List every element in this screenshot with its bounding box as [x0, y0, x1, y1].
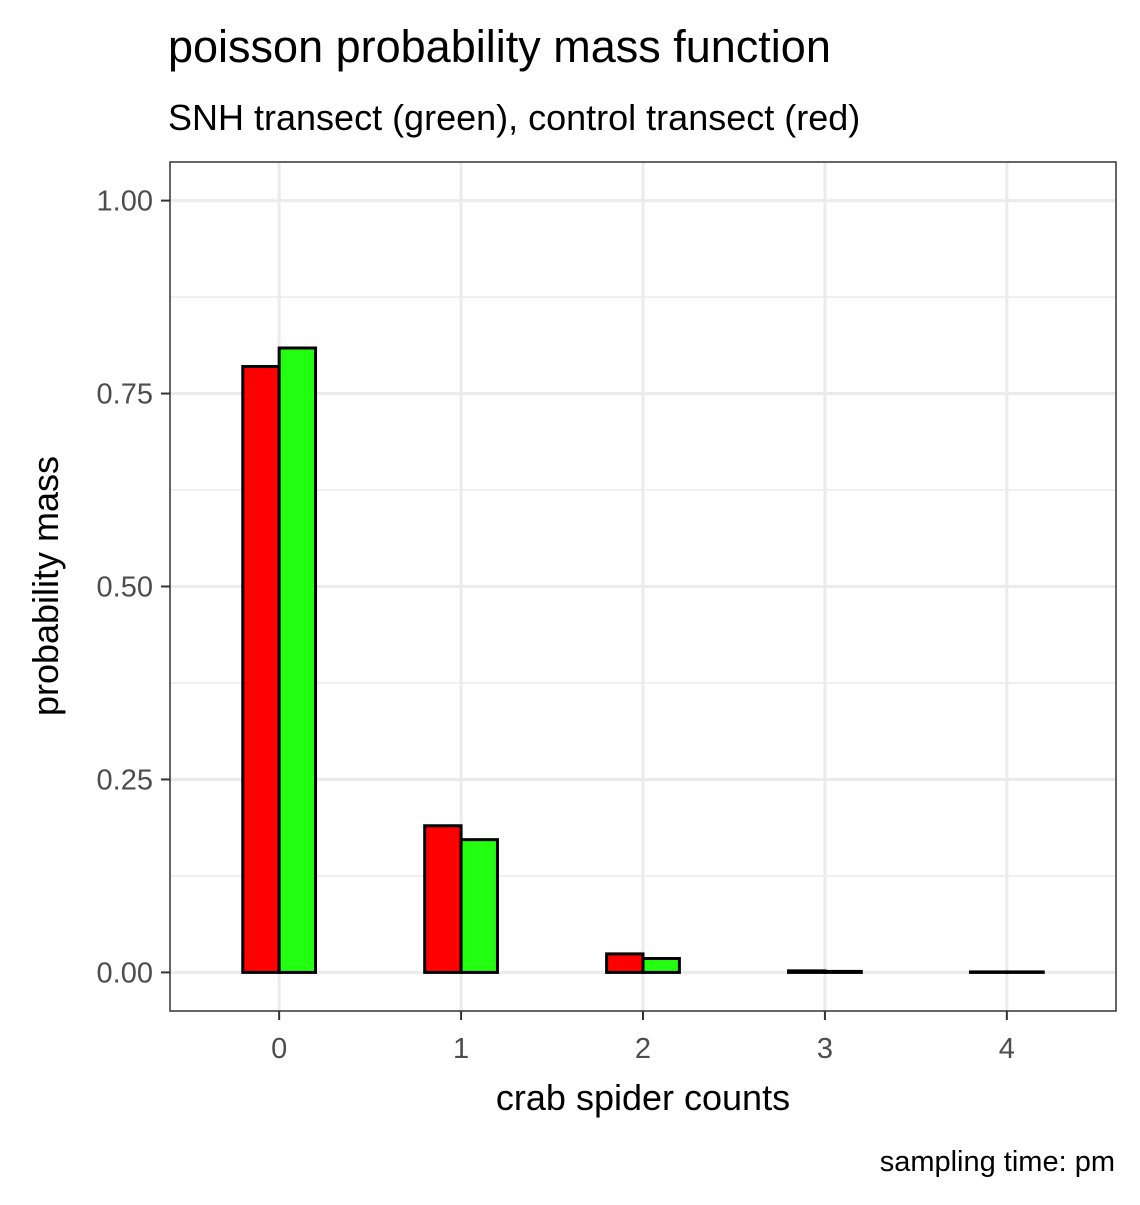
y-tick-label: 1.00: [97, 186, 153, 218]
x-tick-label: 4: [999, 1033, 1015, 1065]
bar-snh-3: [823, 969, 863, 974]
bar-snh-4: [1005, 970, 1045, 974]
x-tick-label: 2: [635, 1033, 651, 1065]
x-tick-label: 1: [453, 1033, 469, 1065]
bar-control-3: [787, 969, 827, 974]
y-tick-label: 0.00: [97, 957, 153, 989]
axes: 0.00 0.25 0.50 0.75 1.00 0 1 2 3 4: [97, 186, 1015, 1065]
chart-subtitle: SNH transect (green), control transect (…: [168, 97, 860, 138]
y-tick-label: 0.25: [97, 764, 153, 796]
x-axis-title: crab spider counts: [496, 1077, 790, 1118]
x-tick-label: 0: [271, 1033, 287, 1065]
bar-control-2: [605, 952, 645, 974]
bar-control-1: [423, 824, 463, 974]
bar-snh-1: [459, 838, 499, 974]
x-tick-label: 3: [817, 1033, 833, 1065]
bar-snh-0: [277, 346, 318, 974]
chart-title: poisson probability mass function: [168, 21, 831, 72]
y-tick-label: 0.75: [97, 379, 153, 411]
y-tick-label: 0.50: [97, 572, 153, 604]
chart-caption: sampling time: pm: [880, 1146, 1115, 1178]
bar-control-0: [241, 365, 281, 974]
y-axis-title: probability mass: [25, 456, 66, 716]
bar-control-4: [968, 970, 1009, 974]
bar-snh-2: [641, 957, 681, 974]
bars: [241, 346, 1045, 974]
